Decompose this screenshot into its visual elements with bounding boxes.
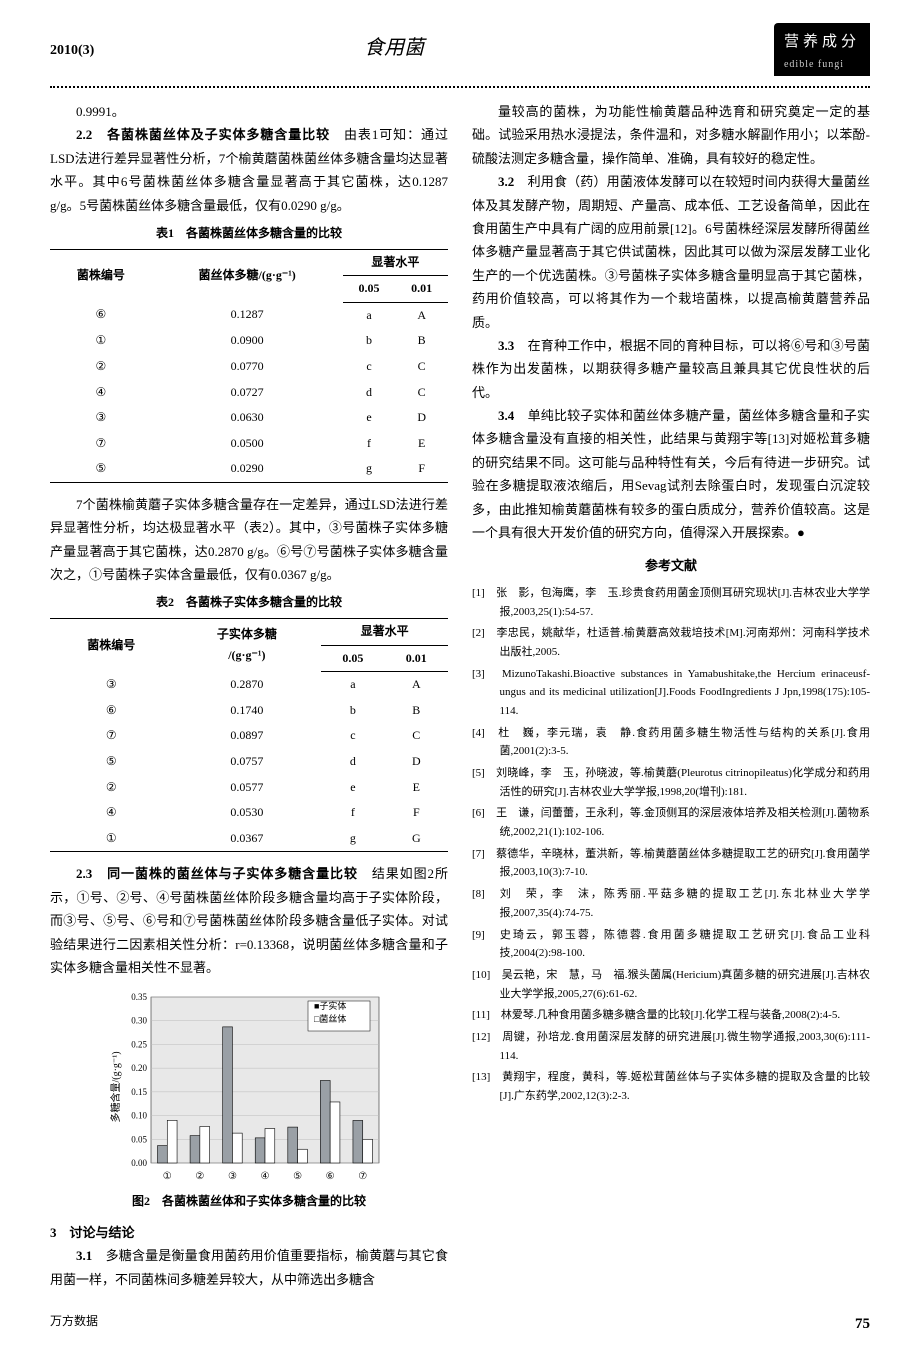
svg-text:□菌丝体: □菌丝体 — [314, 1013, 346, 1024]
svg-text:0.30: 0.30 — [131, 1016, 147, 1026]
table-row: ④0.0727dC — [50, 380, 448, 406]
table-1: 表1 各菌株菌丝体多糖含量的比较 菌株编号 菌丝体多糖/(g·g⁻¹) 显著水平… — [50, 223, 448, 483]
sec23-para: 2.3 同一菌株的菌丝体与子实体多糖含量比较 结果如图2所示，①号、②号、④号菌… — [50, 862, 448, 979]
reference-item: [3] MizunoTakashi.Bioactive substances i… — [472, 665, 870, 721]
svg-text:0.05: 0.05 — [131, 1135, 147, 1145]
section-3-title: 3 讨论与结论 — [50, 1221, 448, 1244]
table-row: ①0.0900bB — [50, 328, 448, 354]
table-2-caption: 表2 各菌株子实体多糖含量的比较 — [50, 592, 448, 614]
reference-item: [12] 周键，孙培龙.食用菌深层发酵的研究进展[J].微生物学通报,2003,… — [472, 1028, 870, 1065]
section-badge: 营养成分 edible fungi — [774, 23, 870, 76]
references-title: 参考文献 — [472, 554, 870, 577]
sec22-para: 2.2 各菌株菌丝体及子实体多糖含量比较 由表1可知：通过LSD法进行差异显著性… — [50, 123, 448, 217]
svg-text:0.10: 0.10 — [131, 1111, 147, 1121]
sec33-para: 3.3 在育种工作中，根据不同的育种目标，可以将⑥号和③号菌株作为出发菌株，以期… — [472, 334, 870, 404]
svg-text:0.25: 0.25 — [131, 1040, 147, 1050]
reference-item: [6] 王 谦，闫蕾蕾，王永利，等.金顶侧耳的深层液体培养及相关检测[J].菌物… — [472, 804, 870, 841]
table-row: ③0.2870aA — [50, 672, 448, 698]
svg-text:0.15: 0.15 — [131, 1087, 147, 1097]
table-row: ⑤0.0290gF — [50, 456, 448, 482]
svg-text:③: ③ — [228, 1171, 237, 1182]
svg-text:④: ④ — [261, 1171, 270, 1182]
svg-text:0.35: 0.35 — [131, 992, 147, 1002]
page-number: 75 — [855, 1311, 870, 1338]
reference-item: [7] 蔡德华，辛晓林，董洪新，等.榆黄蘑菌丝体多糖提取工艺的研究[J].食用菌… — [472, 845, 870, 882]
figure-2-caption: 图2 各菌株菌丝体和子实体多糖含量的比较 — [50, 1191, 448, 1213]
svg-text:■子实体: ■子实体 — [314, 1000, 346, 1011]
reference-item: [8] 刘 荣，李 沫，陈秀丽.平菇多糖的提取工艺[J].东北林业大学学报,20… — [472, 885, 870, 922]
sec22b-para: 7个菌株榆黄蘑子实体多糖含量存在一定差异，通过LSD法进行差异显著性分析，均达极… — [50, 493, 448, 587]
svg-text:①: ① — [163, 1171, 172, 1182]
reference-item: [4] 杜 巍，李元瑞，袁 静.食药用菌多糖生物活性与结构的关系[J].食用菌,… — [472, 724, 870, 761]
references-list: [1] 张 影，包海鹰，李 玉.珍贵食药用菌金顶侧耳研究现状[J].吉林农业大学… — [472, 584, 870, 1106]
body-columns: 0.9991。 2.2 各菌株菌丝体及子实体多糖含量比较 由表1可知：通过LSD… — [50, 100, 870, 1291]
lead-para: 0.9991。 — [50, 100, 448, 123]
figure-2-chart: 0.00 0.05 0.10 0.15 0.20 0.25 0.30 0.35 多糖含量/(g·… — [109, 987, 389, 1187]
table-row: ④0.0530fF — [50, 800, 448, 826]
table-1-caption: 表1 各菌株菌丝体多糖含量的比较 — [50, 223, 448, 245]
reference-item: [9] 史琦云，郭玉蓉，陈德蓉.食用菌多糖提取工艺研究[J].食品工业科技,20… — [472, 926, 870, 963]
sec34-para: 3.4 单纯比较子实体和菌丝体多糖产量，菌丝体多糖含量和子实体多糖含量没有直接的… — [472, 404, 870, 544]
reference-item: [13] 黄翔宇，程度，黄科，等.姬松茸菌丝体与子实体多糖的提取及含量的比较[J… — [472, 1068, 870, 1105]
svg-text:②: ② — [195, 1171, 204, 1182]
table-row: ③0.0630eD — [50, 405, 448, 431]
svg-text:⑥: ⑥ — [326, 1171, 335, 1182]
bar-chart-svg: 0.00 0.05 0.10 0.15 0.20 0.25 0.30 0.35 多糖含量/(g·… — [109, 987, 389, 1187]
sec31-para: 3.1 多糖含量是衡量食用菌药用价值重要指标，榆黄蘑与其它食用菌一样，不同菌株间… — [50, 1244, 448, 1291]
table-row: ⑦0.0897cC — [50, 723, 448, 749]
svg-text:0.00: 0.00 — [131, 1158, 147, 1168]
page-footer: 万方数据 75 — [50, 1311, 870, 1338]
reference-item: [2] 李忠民，姚献华，杜适普.榆黄蘑高效栽培技术[M].河南郑州：河南科学技术… — [472, 624, 870, 661]
svg-text:0.20: 0.20 — [131, 1063, 147, 1073]
table-row: ⑥0.1287aA — [50, 302, 448, 328]
issue-label: 2010(3) — [50, 38, 94, 63]
reference-item: [11] 林爱琴.几种食用菌多糖多糖含量的比较[J].化学工程与装备,2008(… — [472, 1006, 870, 1025]
sec31b-para: 量较高的菌株，为功能性榆黄蘑品种选育和研究奠定一定的基础。试验采用热水浸提法，条… — [472, 100, 870, 170]
reference-item: [1] 张 影，包海鹰，李 玉.珍贵食药用菌金顶侧耳研究现状[J].吉林农业大学… — [472, 584, 870, 621]
table-row: ⑥0.1740bB — [50, 698, 448, 724]
table-row: ①0.0367gG — [50, 826, 448, 852]
table-row: ②0.0577eE — [50, 775, 448, 801]
reference-item: [5] 刘晓峰，李 玉，孙晓波，等.榆黄蘑(Pleurotus citrinop… — [472, 764, 870, 801]
footer-source: 万方数据 — [50, 1311, 98, 1338]
table-row: ②0.0770cC — [50, 354, 448, 380]
sec32-para: 3.2 利用食（药）用菌液体发酵可以在较短时间内获得大量菌丝体及其发酵产物，周期… — [472, 170, 870, 334]
right-column: 量较高的菌株，为功能性榆黄蘑品种选育和研究奠定一定的基础。试验采用热水浸提法，条… — [472, 100, 870, 1291]
table-row: ⑦0.0500fE — [50, 431, 448, 457]
svg-text:⑤: ⑤ — [293, 1171, 302, 1182]
svg-text:⑦: ⑦ — [358, 1171, 367, 1182]
reference-item: [10] 吴云艳，宋 慧，马 福.猴头菌属(Hericium)真菌多糖的研究进展… — [472, 966, 870, 1003]
table-row: ⑤0.0757dD — [50, 749, 448, 775]
svg-text:多糖含量/(g·g⁻¹): 多糖含量/(g·g⁻¹) — [109, 1052, 122, 1123]
page-header: 2010(3) 食用菌 营养成分 edible fungi — [50, 30, 870, 88]
journal-name: 食用菌 — [364, 30, 424, 66]
table-2: 表2 各菌株子实体多糖含量的比较 菌株编号 子实体多糖 /(g·g⁻¹) 显著水… — [50, 592, 448, 852]
left-column: 0.9991。 2.2 各菌株菌丝体及子实体多糖含量比较 由表1可知：通过LSD… — [50, 100, 448, 1291]
